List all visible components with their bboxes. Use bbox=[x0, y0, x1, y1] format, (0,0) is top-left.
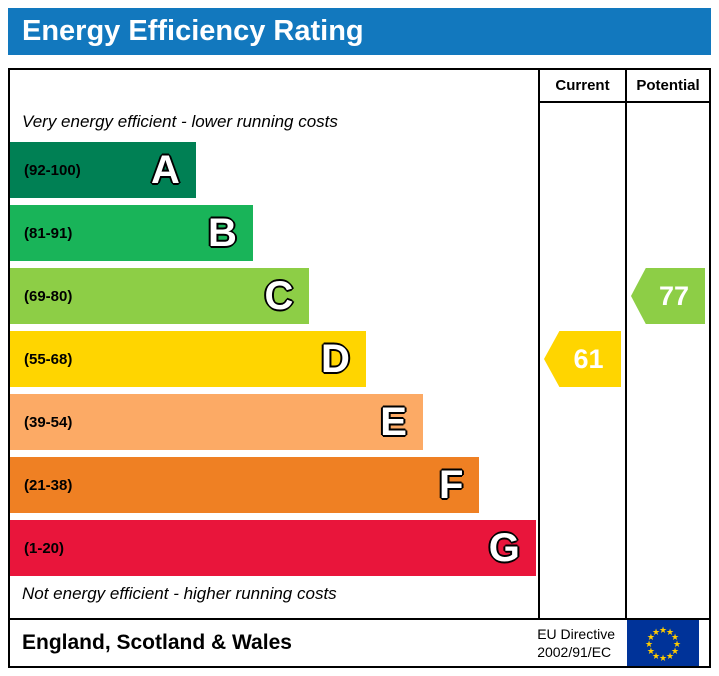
band-range: (39-54) bbox=[24, 413, 73, 431]
svg-text:★: ★ bbox=[659, 654, 667, 664]
current-column: Current 61 bbox=[538, 70, 625, 618]
band-bar-f: (21-38) F bbox=[10, 457, 480, 513]
potential-rating-value: 77 bbox=[658, 280, 690, 311]
band-range: (92-100) bbox=[24, 161, 81, 179]
energy-rating-chart: Very energy efficient - lower running co… bbox=[8, 68, 711, 668]
chart-main: Very energy efficient - lower running co… bbox=[10, 70, 709, 618]
current-rating-value: 61 bbox=[573, 343, 604, 374]
band-letter: F bbox=[438, 463, 464, 507]
potential-column: Potential 77 bbox=[625, 70, 709, 618]
band-letter: G bbox=[488, 526, 520, 570]
top-note: Very energy efficient - lower running co… bbox=[22, 112, 338, 131]
svg-text:★: ★ bbox=[647, 633, 655, 643]
page-title-bar: Energy Efficiency Rating bbox=[8, 8, 711, 55]
svg-text:★: ★ bbox=[671, 647, 679, 657]
band-range: (81-91) bbox=[24, 224, 73, 242]
bottom-note: Not energy efficient - higher running co… bbox=[22, 584, 337, 603]
band-letter: C bbox=[264, 274, 294, 318]
band-bar-d: (55-68) D bbox=[10, 331, 366, 387]
band-column: Very energy efficient - lower running co… bbox=[10, 70, 538, 618]
svg-text:★: ★ bbox=[666, 652, 674, 662]
current-rating-arrow: 61 bbox=[544, 331, 621, 387]
potential-rating-arrow: 77 bbox=[631, 268, 705, 324]
band-row-d: (55-68) D bbox=[10, 331, 538, 387]
band-bar-a: (92-100) A bbox=[10, 142, 196, 198]
svg-text:★: ★ bbox=[647, 647, 655, 657]
band-row-g: (1-20) G bbox=[10, 520, 538, 576]
band-row-a: (92-100) A bbox=[10, 142, 538, 198]
band-letter: A bbox=[150, 148, 180, 192]
svg-text:★: ★ bbox=[666, 628, 674, 638]
band-bar-g: (1-20) G bbox=[10, 520, 536, 576]
chart-footer: England, Scotland & Wales EU Directive 2… bbox=[10, 618, 709, 666]
band-range: (1-20) bbox=[24, 539, 65, 557]
band-letter: B bbox=[207, 211, 237, 255]
eu-flag-icon: ★ ★ ★ ★ ★ ★ ★ ★ ★ ★ ★ ★ bbox=[627, 620, 699, 666]
band-bar-e: (39-54) E bbox=[10, 394, 423, 450]
band-range: (69-80) bbox=[24, 287, 73, 305]
eu-directive-line2: 2002/91/EC bbox=[537, 644, 612, 660]
svg-text:★: ★ bbox=[673, 640, 681, 650]
band-row-f: (21-38) F bbox=[10, 457, 538, 513]
band-letter: D bbox=[320, 337, 350, 381]
band-range: (21-38) bbox=[24, 476, 73, 494]
svg-text:★: ★ bbox=[652, 628, 660, 638]
region-label: England, Scotland & Wales bbox=[22, 631, 292, 654]
band-letter: E bbox=[380, 400, 407, 444]
potential-column-header: Potential bbox=[627, 70, 709, 103]
band-row-e: (39-54) E bbox=[10, 394, 538, 450]
svg-text:★: ★ bbox=[645, 640, 653, 650]
band-bar-b: (81-91) B bbox=[10, 205, 253, 261]
bands: (92-100) A (81-91) B (69-80) C bbox=[10, 142, 538, 583]
band-range: (55-68) bbox=[24, 350, 73, 368]
svg-text:★: ★ bbox=[659, 626, 667, 636]
band-row-c: (69-80) C bbox=[10, 268, 538, 324]
svg-text:★: ★ bbox=[652, 652, 660, 662]
band-row-b: (81-91) B bbox=[10, 205, 538, 261]
eu-directive-label: EU Directive 2002/91/EC bbox=[537, 625, 615, 661]
current-column-header: Current bbox=[540, 70, 625, 103]
svg-text:★: ★ bbox=[671, 633, 679, 643]
page-title: Energy Efficiency Rating bbox=[22, 15, 364, 47]
eu-directive-line1: EU Directive bbox=[537, 625, 615, 642]
band-bar-c: (69-80) C bbox=[10, 268, 310, 324]
